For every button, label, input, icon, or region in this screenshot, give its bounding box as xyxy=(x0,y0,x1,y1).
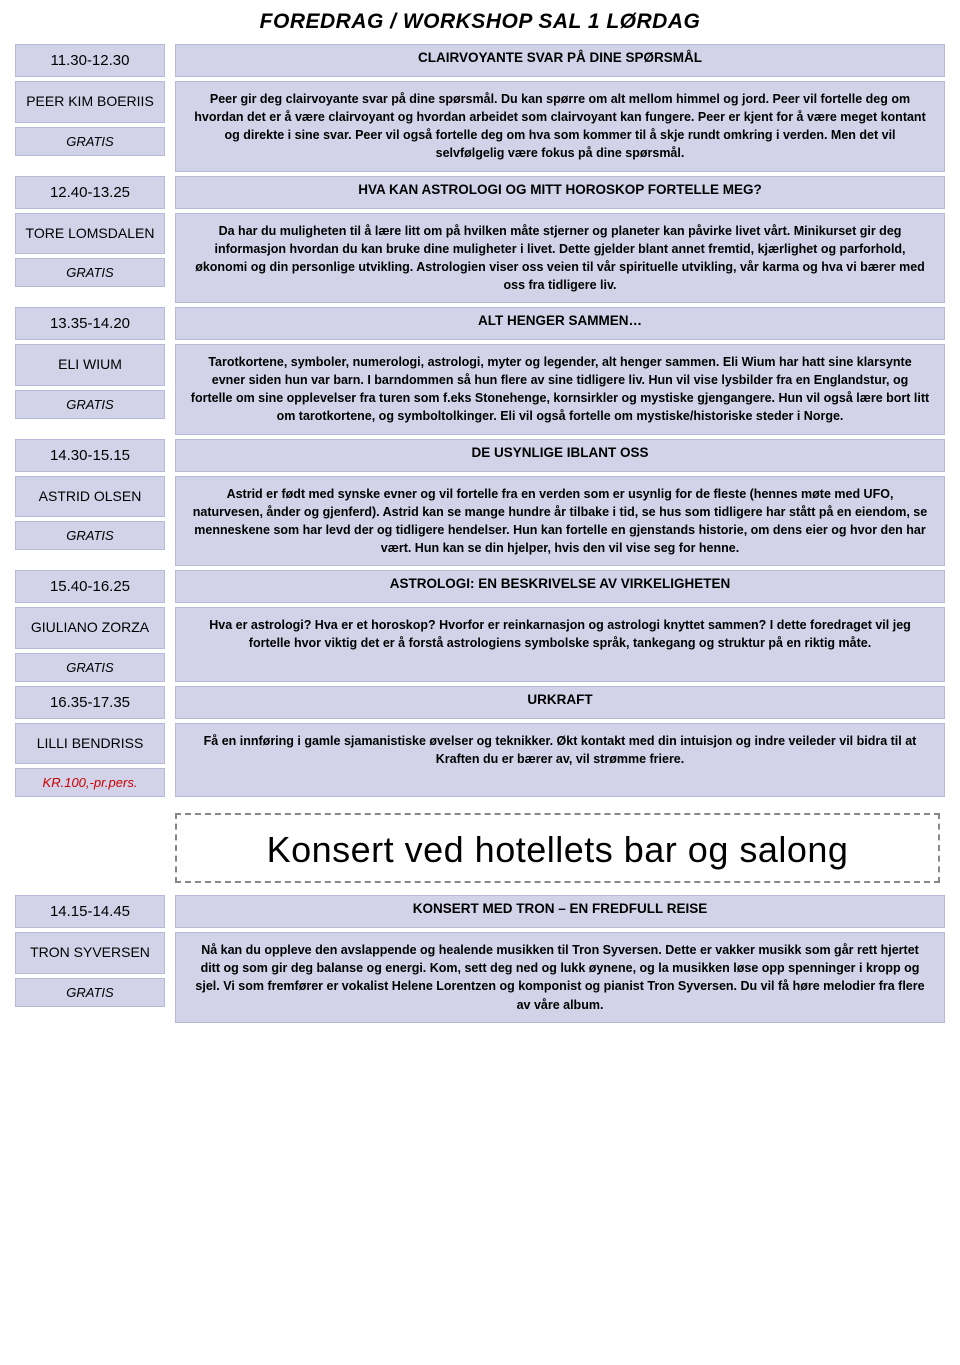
time-cell: 11.30-12.30 xyxy=(15,44,165,77)
session-title: KONSERT MED TRON – EN FREDFULL REISE xyxy=(175,895,945,928)
time-cell: 14.15-14.45 xyxy=(15,895,165,928)
price-cell: GRATIS xyxy=(15,258,165,287)
price-cell: GRATIS xyxy=(15,653,165,682)
session-body: Nå kan du oppleve den avslappende og hea… xyxy=(175,932,945,1023)
time-cell: 13.35-14.20 xyxy=(15,307,165,340)
session-body: Få en innføring i gamle sjamanistiske øv… xyxy=(175,723,945,798)
session-body: Hva er astrologi? Hva er et horoskop? Hv… xyxy=(175,607,945,682)
session-body: Da har du muligheten til å lære litt om … xyxy=(175,213,945,304)
session-title: DE USYNLIGE IBLANT OSS xyxy=(175,439,945,472)
speaker-cell: TORE LOMSDALEN xyxy=(15,213,165,255)
speaker-cell: GIULIANO ZORZA xyxy=(15,607,165,649)
session-body: Tarotkortene, symboler, numerologi, astr… xyxy=(175,344,945,435)
speaker-cell: LILLI BENDRISS xyxy=(15,723,165,765)
session-title: ALT HENGER SAMMEN… xyxy=(175,307,945,340)
session-title: ASTROLOGI: EN BESKRIVELSE AV VIRKELIGHET… xyxy=(175,570,945,603)
concert-banner: Konsert ved hotellets bar og salong xyxy=(175,813,940,883)
price-cell: GRATIS xyxy=(15,127,165,156)
time-cell: 14.30-15.15 xyxy=(15,439,165,472)
speaker-cell: ELI WIUM xyxy=(15,344,165,386)
session-body: Astrid er født med synske evner og vil f… xyxy=(175,476,945,567)
time-cell: 15.40-16.25 xyxy=(15,570,165,603)
session-body: Peer gir deg clairvoyante svar på dine s… xyxy=(175,81,945,172)
price-cell: GRATIS xyxy=(15,521,165,550)
page-title: FOREDRAG / WORKSHOP SAL 1 LØRDAG xyxy=(15,10,945,34)
speaker-cell: ASTRID OLSEN xyxy=(15,476,165,518)
time-cell: 16.35-17.35 xyxy=(15,686,165,719)
session-title: HVA KAN ASTROLOGI OG MITT HOROSKOP FORTE… xyxy=(175,176,945,209)
speaker-cell: TRON SYVERSEN xyxy=(15,932,165,974)
time-cell: 12.40-13.25 xyxy=(15,176,165,209)
price-cell: KR.100,-pr.pers. xyxy=(15,768,165,797)
speaker-cell: PEER KIM BOERIIS xyxy=(15,81,165,123)
session-title: CLAIRVOYANTE SVAR PÅ DINE SPØRSMÅL xyxy=(175,44,945,77)
price-cell: GRATIS xyxy=(15,978,165,1007)
price-cell: GRATIS xyxy=(15,390,165,419)
session-title: URKRAFT xyxy=(175,686,945,719)
